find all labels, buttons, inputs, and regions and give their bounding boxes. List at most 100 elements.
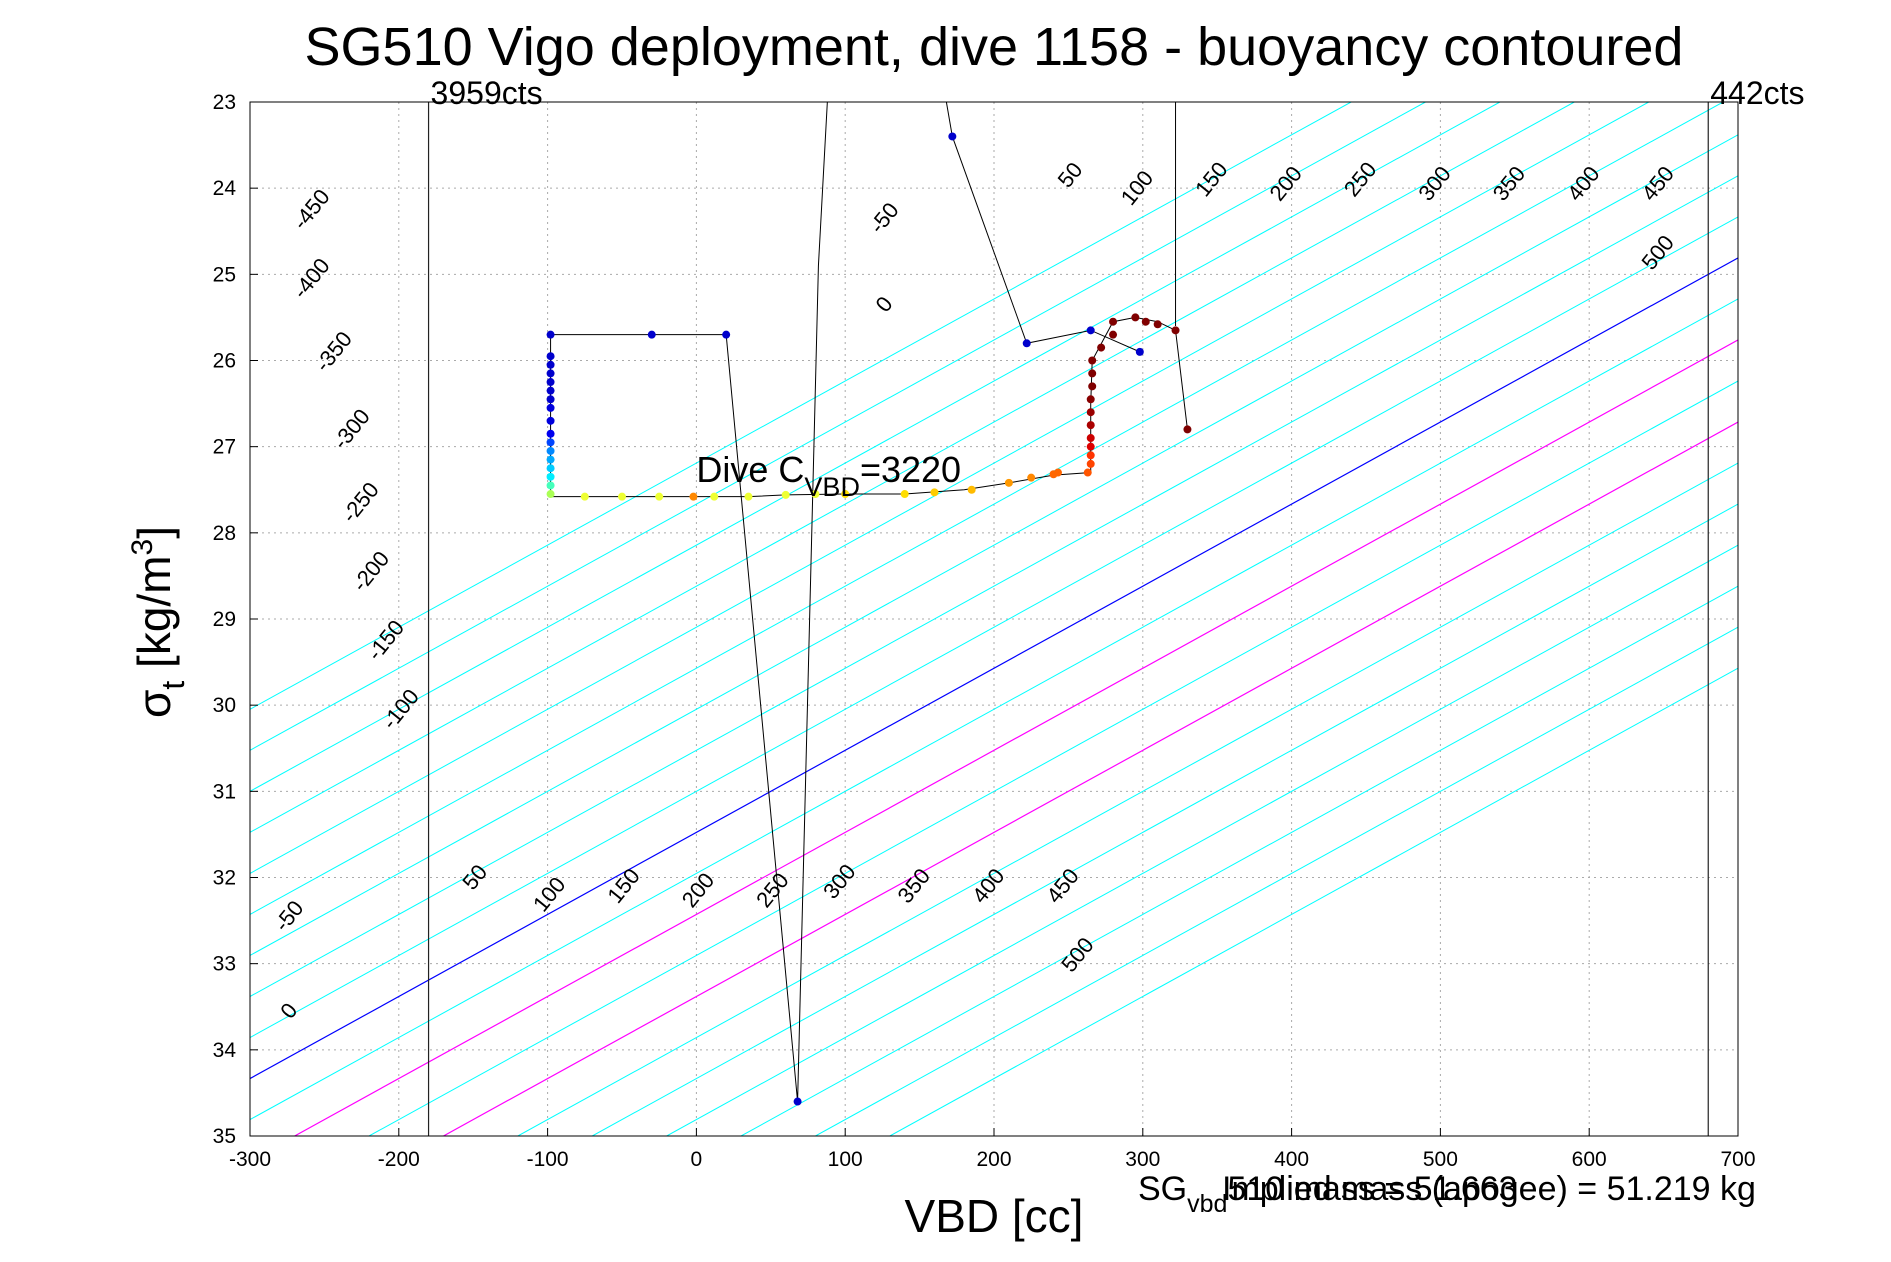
- buoyancy-contours: [250, 102, 1738, 1136]
- data-point: [930, 488, 939, 497]
- data-point: [546, 416, 555, 425]
- y-axis-label: σt [kg/m3]: [126, 526, 191, 718]
- contour-line: [294, 339, 1738, 1136]
- contour-label: 450: [1637, 161, 1680, 205]
- data-point: [546, 481, 555, 490]
- contour-line: [443, 421, 1738, 1136]
- data-point: [546, 455, 555, 464]
- x-tick-label: -300: [229, 1148, 271, 1171]
- dive-trace-line-2: [945, 102, 1141, 353]
- data-point: [1086, 326, 1095, 335]
- contour-line: [250, 102, 1426, 751]
- contour-label: -200: [347, 546, 394, 596]
- contour-label: -400: [288, 253, 335, 303]
- data-point: [546, 438, 555, 447]
- data-point: [1088, 382, 1097, 391]
- data-point: [546, 386, 555, 395]
- data-point: [841, 490, 850, 499]
- data-point: [546, 360, 555, 369]
- data-point: [546, 369, 555, 378]
- contour-label: -100: [377, 684, 424, 734]
- data-point: [900, 490, 909, 499]
- contour-line: [815, 626, 1738, 1136]
- y-tick-label: 30: [213, 694, 236, 717]
- dive-cvbd-prefix: Dive C: [696, 449, 804, 490]
- contour-label: -150: [362, 615, 409, 665]
- contour-label: 300: [818, 859, 861, 903]
- data-point: [1131, 313, 1140, 322]
- y-tick-label: 25: [213, 263, 236, 286]
- data-point: [546, 472, 555, 481]
- x-tick-label: -100: [527, 1148, 569, 1171]
- x-axis-ticks: -300 -200 -100 0 100 200 300 400 500 600 700: [229, 1128, 1756, 1171]
- data-point: [1109, 330, 1118, 339]
- contour-label: 250: [1339, 157, 1382, 201]
- data-point: [1097, 343, 1106, 352]
- data-point: [1086, 395, 1095, 404]
- contour-line: [250, 102, 1649, 874]
- data-point: [546, 490, 555, 499]
- y-tick-label: 31: [213, 780, 236, 803]
- vbd-limit-label: 3959cts: [431, 75, 543, 111]
- data-point: [1004, 478, 1013, 487]
- y-axis-label-close: ]: [128, 526, 180, 539]
- sg-vbd-sub: vbd: [1187, 1190, 1227, 1218]
- y-tick-label: 24: [213, 177, 237, 200]
- x-tick-label: -200: [378, 1148, 420, 1171]
- contour-line: [666, 544, 1738, 1136]
- contour-label: 150: [602, 864, 645, 908]
- x-tick-label: 700: [1720, 1148, 1755, 1171]
- data-point: [1086, 408, 1095, 417]
- data-point: [781, 490, 790, 499]
- contour-line: [591, 503, 1738, 1136]
- x-tick-label: 100: [828, 1148, 863, 1171]
- data-point: [1183, 425, 1192, 434]
- data-point: [1027, 473, 1036, 482]
- vbd-count-lines: 3959cts 442cts: [427, 75, 1805, 1136]
- x-tick-label: 600: [1572, 1148, 1607, 1171]
- contour-line: [250, 175, 1738, 998]
- contour-line: [740, 585, 1738, 1136]
- contour-label: -50: [269, 896, 308, 936]
- data-point: [546, 330, 555, 339]
- contour-line: [368, 380, 1738, 1136]
- data-point: [722, 330, 731, 339]
- implied-mass-text: Implied mass (apogee) = 51.219 kg: [1222, 1170, 1756, 1208]
- y-tick-label: 23: [213, 91, 236, 114]
- data-point: [1086, 434, 1095, 443]
- data-point: [967, 485, 976, 494]
- contour-line: [250, 102, 1575, 833]
- y-axis-label-sub: t: [155, 681, 191, 690]
- contour-line: [517, 462, 1738, 1136]
- sg-vbd-rest: 510 mass = 51.663: [1227, 1170, 1517, 1208]
- data-point: [1053, 468, 1062, 477]
- data-point: [811, 490, 820, 499]
- contour-label: 150: [1190, 157, 1233, 201]
- contour-label: 400: [967, 864, 1010, 908]
- data-point: [546, 429, 555, 438]
- data-point: [1086, 459, 1095, 468]
- contour-label: 500: [1637, 230, 1680, 274]
- contour-line: [250, 298, 1738, 1121]
- data-point: [1153, 320, 1162, 329]
- contour-label: 100: [1116, 166, 1159, 210]
- data-point: [1022, 339, 1031, 348]
- data-point: [546, 352, 555, 361]
- data-point: [1083, 468, 1092, 477]
- contour-label: 350: [1488, 161, 1531, 205]
- y-axis-ticks: 23 24 25 26 27 28 29 30 31 32 33 34 35: [213, 91, 258, 1148]
- x-tick-label: 500: [1423, 1148, 1458, 1171]
- data-point: [546, 446, 555, 455]
- contour-label: -350: [310, 326, 357, 376]
- contour-label: 350: [893, 864, 936, 908]
- data-point: [1141, 317, 1150, 326]
- y-tick-label: 32: [213, 867, 236, 890]
- y-tick-label: 33: [213, 953, 236, 976]
- y-tick-label: 35: [213, 1125, 236, 1148]
- y-tick-label: 27: [213, 436, 236, 459]
- contour-line: [250, 134, 1738, 957]
- data-point: [546, 403, 555, 412]
- contour-line: [250, 102, 1501, 792]
- data-point: [793, 1097, 802, 1106]
